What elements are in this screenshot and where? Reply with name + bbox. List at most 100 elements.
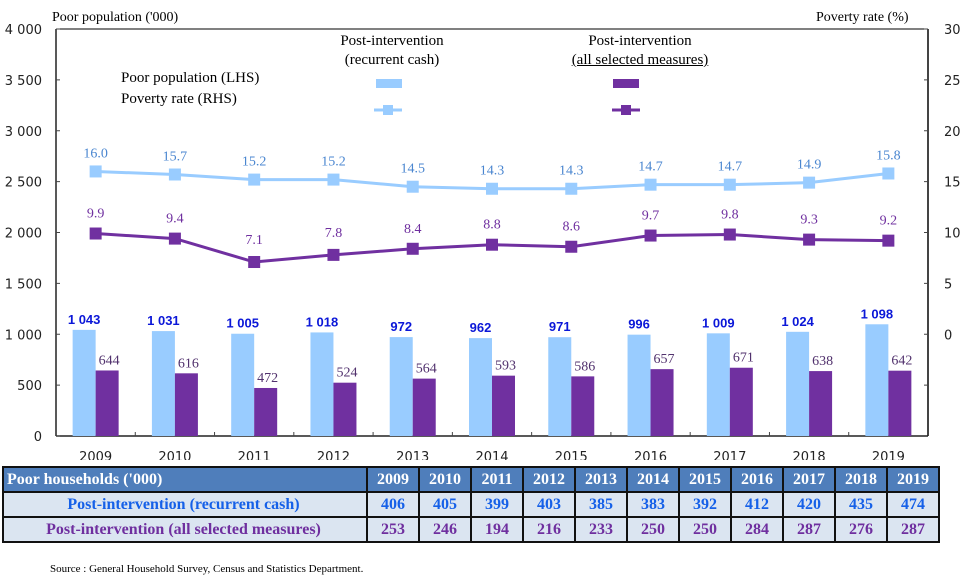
line-label-all-measures: 9.9 xyxy=(87,207,105,222)
line-label-all-measures: 9.2 xyxy=(880,214,898,229)
table-year-cell: 2013 xyxy=(574,466,628,493)
bar-label-all-measures: 657 xyxy=(654,352,675,367)
table-year-cell: 2012 xyxy=(522,466,576,493)
right-axis-title: Poverty rate (%) xyxy=(816,10,909,25)
line-label-recurrent-cash: 15.7 xyxy=(163,150,188,165)
bar-recurrent-cash xyxy=(72,329,96,436)
x-axis-year-label: 2014 xyxy=(475,450,508,460)
bar-label-recurrent-cash: 1 005 xyxy=(226,316,259,331)
table-cell: 474 xyxy=(886,491,940,518)
marker-recurrent-cash xyxy=(89,165,102,178)
left-axis-tick-label: 3 000 xyxy=(5,125,42,140)
source-note: Source : General Household Survey, Censu… xyxy=(50,563,364,575)
marker-recurrent-cash xyxy=(882,167,895,180)
marker-all-measures xyxy=(168,232,181,245)
line-label-all-measures: 8.4 xyxy=(404,222,422,237)
bar-recurrent-cash xyxy=(310,332,334,436)
table-cell: 385 xyxy=(574,491,628,518)
x-axis-year-label: 2012 xyxy=(317,450,350,460)
bar-recurrent-cash xyxy=(786,331,810,436)
x-axis-year-label: 2018 xyxy=(793,450,826,460)
line-label-all-measures: 9.3 xyxy=(800,213,818,228)
line-label-all-measures: 8.8 xyxy=(483,218,501,233)
table-year-cell: 2016 xyxy=(730,466,784,493)
table-cell: 412 xyxy=(730,491,784,518)
bar-recurrent-cash xyxy=(627,334,651,436)
right-axis-tick-label: 5 xyxy=(944,277,952,292)
left-axis-tick-label: 500 xyxy=(17,379,42,394)
bar-recurrent-cash xyxy=(706,333,730,436)
table-row-label: Post-intervention (all selected measures… xyxy=(2,516,368,543)
right-axis-tick-label: 20 xyxy=(944,125,961,140)
marker-all-measures xyxy=(803,233,816,246)
marker-recurrent-cash xyxy=(723,178,736,191)
x-axis-year-label: 2011 xyxy=(238,450,271,460)
table-cell: 405 xyxy=(418,491,472,518)
table-cell: 435 xyxy=(834,491,888,518)
right-axis-tick-label: 15 xyxy=(944,176,961,191)
table-year-cell: 2014 xyxy=(626,466,680,493)
marker-recurrent-cash xyxy=(248,173,261,186)
marker-all-measures xyxy=(882,234,895,247)
marker-all-measures xyxy=(723,228,736,241)
table-cell: 406 xyxy=(366,491,420,518)
bar-all-measures xyxy=(254,387,278,436)
left-axis-tick-label: 1 000 xyxy=(5,328,42,343)
legend-row-poverty-rate: Poverty rate (RHS) xyxy=(121,91,237,107)
bar-label-recurrent-cash: 1 009 xyxy=(702,315,735,330)
bar-label-all-measures: 472 xyxy=(257,371,278,386)
right-axis-tick-label: 10 xyxy=(944,227,961,242)
bar-all-measures xyxy=(571,376,595,436)
table-cell: 287 xyxy=(886,516,940,543)
left-axis-title: Poor population ('000) xyxy=(52,10,179,25)
table-row-recurrent-cash: Post-intervention (recurrent cash) 406 4… xyxy=(2,491,940,518)
table-cell: 216 xyxy=(522,516,576,543)
poor-households-table: Poor households ('000) 2009 2010 2011 20… xyxy=(2,466,940,543)
marker-recurrent-cash xyxy=(486,182,498,195)
legend-swatch-bar-recurrent-cash xyxy=(376,79,402,88)
bar-label-recurrent-cash: 962 xyxy=(470,320,492,335)
line-label-recurrent-cash: 15.2 xyxy=(321,155,346,170)
left-axis-tick-label: 2 000 xyxy=(5,227,42,242)
table-header-row: Poor households ('000) 2009 2010 2011 20… xyxy=(2,466,940,493)
table-cell: 420 xyxy=(782,491,836,518)
legend-row-poor-population: Poor population (LHS) xyxy=(121,70,260,86)
bar-all-measures xyxy=(412,378,436,436)
table-cell: 246 xyxy=(418,516,472,543)
bar-label-all-measures: 638 xyxy=(812,354,833,369)
left-axis-tick-label: 4 000 xyxy=(5,23,42,38)
line-label-recurrent-cash: 14.3 xyxy=(559,164,584,179)
table-cell: 399 xyxy=(470,491,524,518)
right-axis-tick-label: 30 xyxy=(944,23,961,38)
marker-recurrent-cash xyxy=(168,168,181,181)
bar-all-measures xyxy=(729,367,753,436)
legend-column-header-all-measures: Post-intervention (all selected measures… xyxy=(540,32,740,70)
marker-all-measures xyxy=(565,240,578,253)
bar-label-recurrent-cash: 1 024 xyxy=(781,314,814,329)
x-axis-year-label: 2019 xyxy=(872,450,905,460)
table-year-cell: 2011 xyxy=(470,466,524,493)
table-cell: 250 xyxy=(626,516,680,543)
x-axis-year-label: 2010 xyxy=(158,450,191,460)
bar-label-recurrent-cash: 971 xyxy=(549,319,571,334)
table-header-label: Poor households ('000) xyxy=(2,466,368,493)
marker-recurrent-cash xyxy=(406,180,419,193)
bar-all-measures xyxy=(650,369,674,436)
marker-recurrent-cash xyxy=(565,182,578,195)
bar-label-all-measures: 644 xyxy=(99,353,120,368)
legend-col1-line2: (recurrent cash) xyxy=(344,52,440,68)
line-label-all-measures: 9.8 xyxy=(721,208,739,223)
marker-all-measures xyxy=(248,256,261,269)
legend-col2-line2: (all selected measures) xyxy=(571,52,709,68)
legend-swatch-marker-recurrent-cash xyxy=(383,105,393,115)
bar-label-recurrent-cash: 1 031 xyxy=(147,313,180,328)
bar-label-recurrent-cash: 1 098 xyxy=(861,306,894,321)
line-label-recurrent-cash: 14.3 xyxy=(480,164,505,179)
marker-recurrent-cash xyxy=(803,176,816,189)
bar-label-all-measures: 593 xyxy=(495,359,516,374)
line-label-recurrent-cash: 14.9 xyxy=(797,158,822,173)
table-row-all-measures: Post-intervention (all selected measures… xyxy=(2,516,940,543)
line-label-recurrent-cash: 15.2 xyxy=(242,155,267,170)
bar-all-measures xyxy=(888,370,912,436)
table-cell: 233 xyxy=(574,516,628,543)
